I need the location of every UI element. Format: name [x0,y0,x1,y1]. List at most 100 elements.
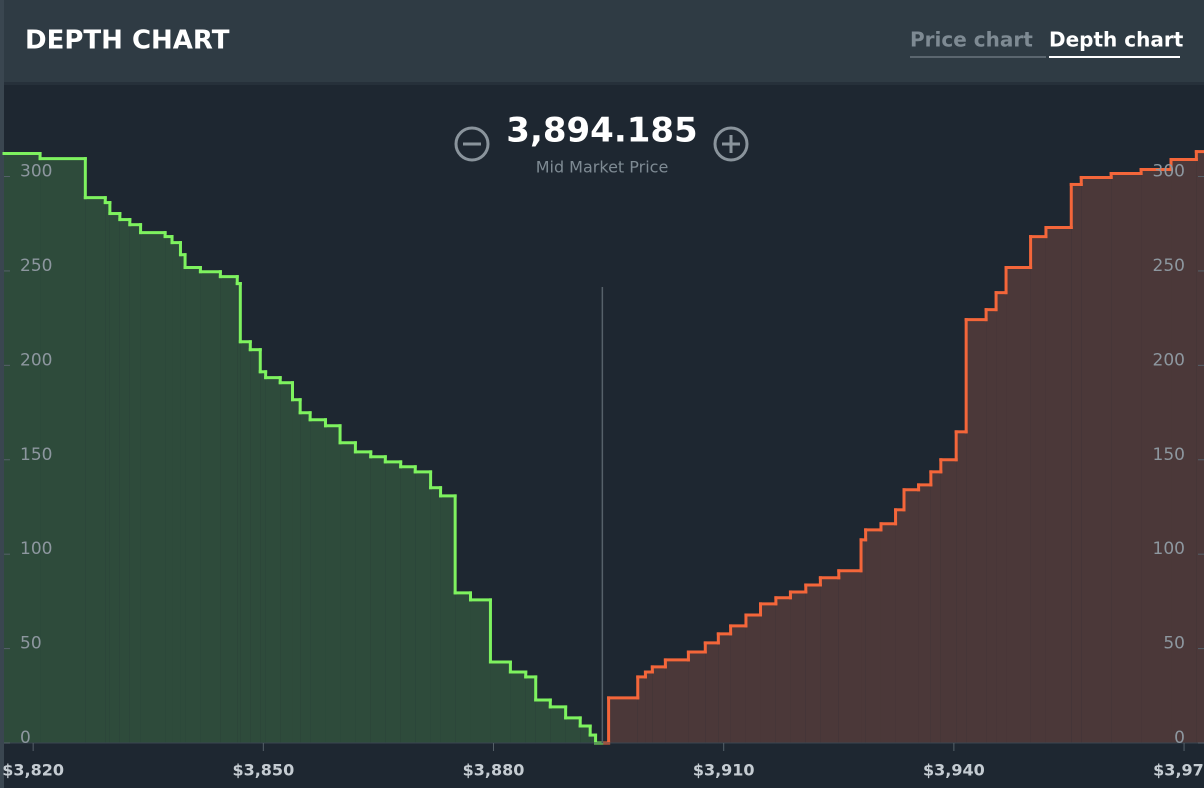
depth-area [220,276,238,743]
depth-area [665,659,689,743]
depth-area [996,292,1007,743]
depth-area [370,456,386,743]
depth-area [525,676,536,743]
zoom-in-circle [713,126,749,162]
depth-area [838,570,862,743]
depth-area [237,283,241,743]
depth-area [1141,169,1172,743]
depth-area [490,661,511,743]
depth-area [1171,159,1197,743]
depth-area [918,484,931,743]
x-tick-label: $3,820 [2,761,64,780]
depth-area [745,614,761,743]
tab[interactable]: Price chart [910,28,1033,52]
depth-area [930,471,941,743]
y-tick-label: 250 [20,256,52,276]
depth-area [400,466,416,743]
y-tick-label: 200 [20,350,52,370]
depth-area [550,706,566,743]
depth-area [260,371,266,743]
depth-area [820,577,839,743]
depth-area [200,271,221,743]
tab-active[interactable]: Depth chart [1049,28,1184,52]
zoom-out[interactable] [454,126,490,162]
y-tick-label: 250 [1153,256,1185,276]
depth-area [760,603,776,743]
depth-area [310,419,326,743]
depth-area [325,425,341,743]
y-tick-label: 150 [1153,445,1185,465]
depth-area [565,717,581,743]
left-border [0,0,4,788]
header-title: DEPTH CHART [25,26,230,56]
zoom-in[interactable] [713,126,749,162]
y-tick-label: 300 [20,162,52,182]
depth-area [470,599,491,743]
depth-area [1196,151,1204,743]
depth-area [1045,227,1072,744]
mid-price-caption: Mid Market Price [536,158,669,177]
depth-area [185,267,201,743]
depth-area [880,523,896,743]
depth-area [109,213,120,743]
depth-area [292,399,301,743]
depth-area [415,471,431,743]
depth-area [300,412,311,743]
depth-area [440,495,456,743]
depth-area [1111,173,1142,743]
zoom-out-circle [454,126,490,162]
depth-area [4,153,41,744]
header-shadow [4,82,1204,85]
depth-area [580,726,591,743]
depth-area [775,597,791,743]
depth-area [355,451,371,743]
depth-area [805,584,821,743]
x-tick-label: $3,850 [232,761,294,780]
depth-area [105,202,110,744]
y-tick-label: 100 [1153,539,1185,559]
y-tick-label: 100 [20,539,52,559]
depth-area [652,666,666,743]
depth-area [140,232,166,743]
depth-area [637,676,646,743]
depth-area [956,431,967,743]
depth-area [590,735,596,743]
depth-area [1071,184,1082,743]
plot: 0 0 50 50 100 100 150 150 200 200 250 250 300 300 $3,8… [2,150,1204,780]
y-tick-label: 0 [20,728,31,748]
depth-area [265,377,281,743]
header-bar [4,0,1204,82]
depth-area [510,672,526,743]
depth-area [85,197,106,743]
depth-area [340,442,356,743]
depth-area [119,219,130,743]
x-tick-label: $3,970 [1153,761,1204,780]
depth-area [904,489,919,743]
x-tick-label: $3,880 [463,761,525,780]
depth-area [40,158,86,744]
depth-area [718,633,731,743]
y-tick-label: 200 [1153,350,1185,370]
depth-area [535,699,551,743]
depth-area [1006,267,1031,743]
depth-area [129,224,141,743]
mid-price: 3,894.185 [506,111,697,151]
x-tick-label: $3,940 [923,761,985,780]
depth-area [430,487,441,743]
depth-area [608,697,638,743]
y-tick-label: 50 [1163,634,1185,654]
depth-area [250,349,261,743]
y-tick-label: 0 [1174,728,1185,748]
depth-area [165,236,173,743]
depth-area [986,309,997,743]
depth-area [966,319,987,743]
depth-area [180,254,186,743]
depth-area [688,651,706,743]
depth-area [455,592,471,743]
depth-area [1030,236,1046,743]
depth-area [940,459,957,743]
depth-area [865,529,881,743]
y-tick-label: 50 [20,634,42,654]
